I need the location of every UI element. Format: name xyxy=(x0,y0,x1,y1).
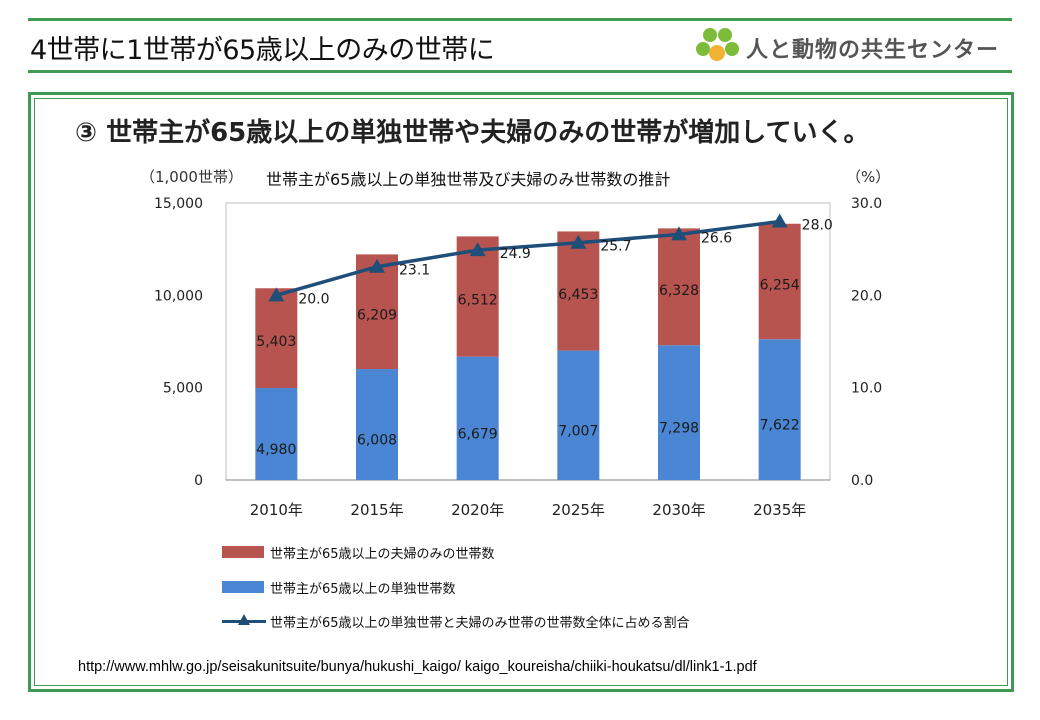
source-url: http://www.mhlw.go.jp/seisakunitsuite/bu… xyxy=(78,659,757,675)
legend-couple-swatch xyxy=(222,546,264,558)
legend-ratio-label: 世帯主が65歳以上の単独世帯と夫婦のみ世帯の世帯数全体に占める割合 xyxy=(270,616,690,631)
content-frame xyxy=(28,92,1014,692)
legend-single-swatch xyxy=(222,581,264,593)
legend-ratio-marker-icon xyxy=(238,614,250,625)
left-axis-unit: （1,000世帯） xyxy=(140,168,243,186)
slide-heading: ③ 世帯主が65歳以上の単独世帯や夫婦のみの世帯が増加していく。 xyxy=(75,118,870,148)
right-axis-unit: （%） xyxy=(846,168,891,186)
logo-text: 人と動物の共生センター xyxy=(746,38,1000,63)
legend-single-label: 世帯主が65歳以上の単独世帯数 xyxy=(270,582,456,597)
slide-title: 4世帯に1世帯が65歳以上のみの世帯に xyxy=(30,35,495,66)
header-rule xyxy=(28,70,1012,73)
logo-mark-icon xyxy=(696,28,739,61)
top-rule xyxy=(28,18,1012,21)
chart-title: 世帯主が65歳以上の単独世帯及び夫婦のみ世帯数の推計 xyxy=(266,170,671,189)
legend-couple-label: 世帯主が65歳以上の夫婦のみの世帯数 xyxy=(270,547,495,562)
logo: 人と動物の共生センター xyxy=(694,24,1014,68)
